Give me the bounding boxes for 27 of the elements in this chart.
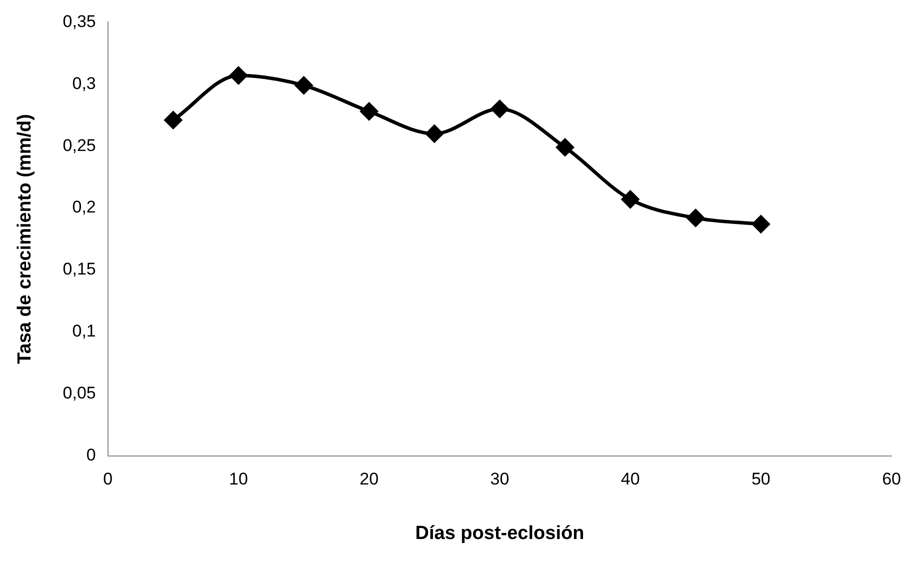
y-tick-label: 0,15: [62, 260, 96, 279]
point: [164, 111, 182, 129]
x-axis-title: Días post-eclosión: [415, 522, 584, 544]
y-tick-label: 0,1: [72, 322, 96, 341]
point: [426, 124, 444, 142]
point: [230, 66, 248, 84]
x-tick-label: 40: [620, 470, 640, 489]
x-tick-label: 50: [751, 470, 770, 489]
point: [490, 100, 508, 118]
point: [622, 190, 640, 208]
y-tick-label: 0,3: [72, 74, 96, 93]
y-axis-title: Tasa de crecimiento (mm/d): [14, 114, 36, 364]
x-tick-label: 20: [360, 470, 379, 489]
point: [295, 76, 313, 94]
y-tick-label: 0,35: [62, 12, 96, 31]
point: [556, 138, 574, 156]
y-tick-label: 0,25: [62, 136, 96, 155]
x-tick-label: 10: [229, 470, 248, 489]
x-tick-label: 0: [103, 470, 113, 489]
point: [686, 209, 704, 227]
y-tick-label: 0,05: [62, 384, 96, 403]
point: [360, 102, 378, 120]
y-tick-label: 0,2: [72, 198, 96, 217]
y-tick-label: 0: [86, 445, 96, 464]
x-tick-label: 60: [882, 470, 902, 489]
point: [752, 215, 770, 233]
x-tick-label: 30: [490, 470, 510, 489]
